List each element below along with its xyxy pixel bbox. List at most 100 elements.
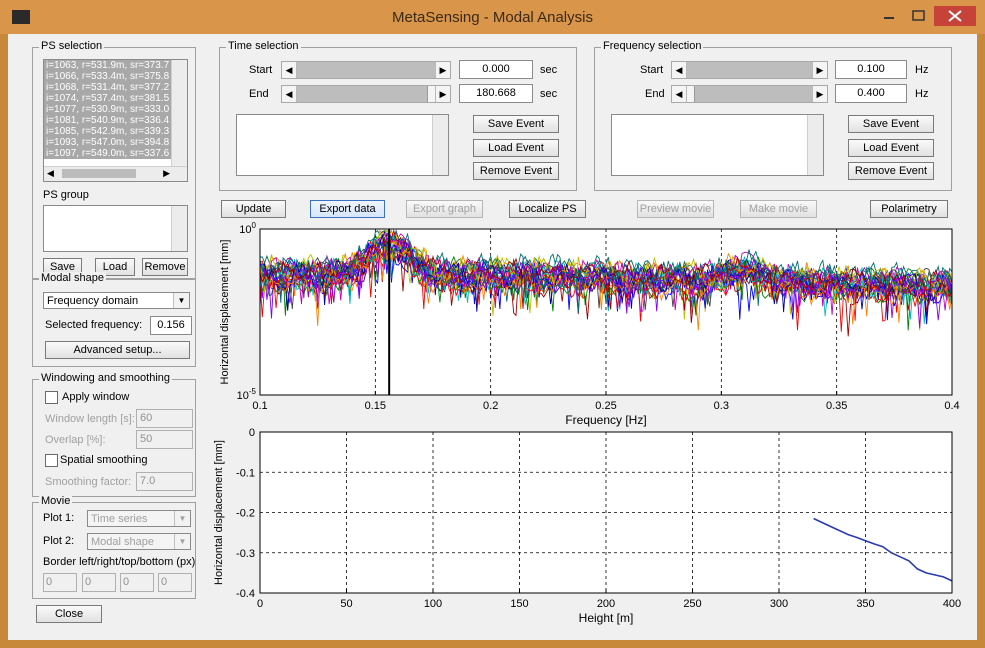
freq-end-field[interactable]: 0.400 xyxy=(835,84,907,103)
ps-group-listbox[interactable] xyxy=(43,205,188,252)
arrow-left-icon: ◀ xyxy=(282,86,297,102)
ps-list-item[interactable]: i=1063, r=531.9m, sr=373.7 xyxy=(44,60,172,71)
ps-list-item[interactable]: i=1066, r=533.4m, sr=375.8 xyxy=(44,71,172,82)
frequency-selection-title: Frequency selection xyxy=(601,40,704,52)
time-start-label: Start xyxy=(249,64,273,76)
modal-shape-title: Modal shape xyxy=(39,272,106,284)
freq-end-slider[interactable]: ◀ ▶ xyxy=(671,85,828,103)
freq-events-listbox[interactable] xyxy=(611,114,824,176)
modal-domain-select[interactable]: Frequency domain ▼ xyxy=(43,292,190,309)
arrow-right-icon: ▶ xyxy=(812,86,827,102)
shape-axes-frame xyxy=(259,431,953,594)
modal-shape-line xyxy=(813,517,953,582)
shape-xtick-label: 400 xyxy=(943,598,961,610)
arrow-right-icon: ▶ xyxy=(435,62,450,78)
export-data-button[interactable]: Export data xyxy=(310,200,385,218)
ps-list-vscroll[interactable] xyxy=(171,60,187,166)
shape-ytick-label: -0.1 xyxy=(236,467,255,479)
polarimetry-button[interactable]: Polarimetry xyxy=(870,200,948,218)
time-end-slider[interactable]: ◀ ▶ xyxy=(281,85,451,103)
export-graph-button[interactable]: Export graph xyxy=(406,200,483,218)
ps-save-button[interactable]: Save xyxy=(43,258,82,276)
selected-frequency-field[interactable]: 0.156 xyxy=(150,316,192,335)
time-start-slider[interactable]: ◀ ▶ xyxy=(281,61,451,79)
shape-ytick-label: 0 xyxy=(249,427,255,439)
scroll-left-icon[interactable]: ◀ xyxy=(47,168,54,178)
time-end-label: End xyxy=(249,88,269,100)
chevron-down-icon: ▼ xyxy=(173,293,189,308)
plot2-select[interactable]: Modal shape ▼ xyxy=(87,533,191,550)
time-load-event-button[interactable]: Load Event xyxy=(473,139,559,157)
shape-ylabel: Horizontal displacement [mm] xyxy=(213,440,225,585)
arrow-left-icon: ◀ xyxy=(672,86,687,102)
freq-start-unit: Hz xyxy=(915,64,929,76)
ps-list-item[interactable]: i=1068, r=531.4m, sr=377.2 xyxy=(44,82,172,93)
spectrum-series-line xyxy=(259,237,953,328)
spatial-smoothing-checkbox[interactable] xyxy=(45,454,58,467)
ps-list-item[interactable]: i=1085, r=542.9m, sr=339.3 xyxy=(44,126,172,137)
ps-list-item[interactable]: i=1081, r=540.9m, sr=336.4 xyxy=(44,115,172,126)
spectrum-xtick-label: 0.25 xyxy=(595,400,616,412)
ps-list-hscroll[interactable]: ◀ ▶ xyxy=(44,166,187,181)
ps-selection-panel: PS selection i=1063, r=531.9m, sr=373.7 i… xyxy=(32,40,196,279)
window-length-field[interactable]: 60 xyxy=(136,409,193,428)
ps-list-item[interactable]: i=1074, r=537.4m, sr=381.5 xyxy=(44,93,172,104)
plot1-select[interactable]: Time series ▼ xyxy=(87,510,191,527)
shape-ytick-label: -0.4 xyxy=(236,588,255,600)
spectrum-xtick-label: 0.4 xyxy=(944,400,959,412)
ps-list-item[interactable]: i=1097, r=549.0m, sr=337.6 xyxy=(44,148,172,159)
border-left-field[interactable]: 0 xyxy=(43,573,77,592)
preview-movie-button[interactable]: Preview movie xyxy=(637,200,714,218)
time-events-listbox[interactable] xyxy=(236,114,449,176)
freq-end-label: End xyxy=(645,88,665,100)
freq-start-field[interactable]: 0.100 xyxy=(835,60,907,79)
movie-panel: Movie Plot 1: Time series ▼ Plot 2: Modal… xyxy=(32,495,196,599)
window-controls xyxy=(876,6,976,26)
localize-ps-button[interactable]: Localize PS xyxy=(509,200,586,218)
spectrum-xlabel: Frequency [Hz] xyxy=(565,413,646,427)
freq-start-slider[interactable]: ◀ ▶ xyxy=(671,61,828,79)
freq-save-event-button[interactable]: Save Event xyxy=(848,115,934,133)
frequency-selection-panel: Frequency selection Start ◀ ▶ 0.100 Hz En… xyxy=(594,40,952,191)
time-selection-title: Time selection xyxy=(226,40,301,52)
arrow-right-icon: ▶ xyxy=(812,62,827,78)
border-top-field[interactable]: 0 xyxy=(120,573,154,592)
update-button[interactable]: Update xyxy=(221,200,286,218)
spectrum-series-line xyxy=(259,229,953,317)
freq-end-unit: Hz xyxy=(915,88,929,100)
freq-remove-event-button[interactable]: Remove Event xyxy=(848,162,934,180)
ps-group-label: PS group xyxy=(43,189,89,201)
time-remove-event-button[interactable]: Remove Event xyxy=(473,162,559,180)
chevron-down-icon: ▼ xyxy=(174,511,190,526)
ps-list-item[interactable]: i=1077, r=530.9m, sr=333.0 xyxy=(44,104,172,115)
plots-canvas: 0.1 0.15 0.2 0.25 0.3 0.35 0.4 100 10-5 Frequency… xyxy=(213,221,961,625)
make-movie-button[interactable]: Make movie xyxy=(740,200,817,218)
windowing-panel: Windowing and smoothing Apply window Win… xyxy=(32,372,196,497)
shape-xtick-label: 50 xyxy=(340,598,352,610)
ps-list-item[interactable]: i=1093, r=547.0m, sr=394.8 xyxy=(44,137,172,148)
chevron-down-icon: ▼ xyxy=(174,534,190,549)
time-selection-panel: Time selection Start ◀ ▶ 0.000 sec End ◀ ▶… xyxy=(219,40,577,191)
smoothing-factor-field[interactable]: 7.0 xyxy=(136,472,193,491)
apply-window-checkbox[interactable] xyxy=(45,391,58,404)
modal-shape-panel: Modal shape Frequency domain ▼ Selected f… xyxy=(32,272,196,367)
spectrum-ytick-label: 100 xyxy=(239,221,256,236)
time-start-field[interactable]: 0.000 xyxy=(459,60,533,79)
shape-xtick-label: 150 xyxy=(510,598,528,610)
freq-load-event-button[interactable]: Load Event xyxy=(848,139,934,157)
advanced-setup-button[interactable]: Advanced setup... xyxy=(45,341,190,359)
spectrum-xtick-label: 0.1 xyxy=(252,400,267,412)
time-save-event-button[interactable]: Save Event xyxy=(473,115,559,133)
ps-listbox[interactable]: i=1063, r=531.9m, sr=373.7 i=1066, r=533.… xyxy=(43,59,188,182)
border-bottom-field[interactable]: 0 xyxy=(158,573,192,592)
border-label: Border left/right/top/bottom (px) xyxy=(43,556,196,568)
scroll-right-icon[interactable]: ▶ xyxy=(163,168,170,178)
spatial-smoothing-label: Spatial smoothing xyxy=(60,454,148,466)
close-button[interactable]: Close xyxy=(36,605,102,623)
shape-xtick-label: 100 xyxy=(424,598,442,610)
overlap-field[interactable]: 50 xyxy=(136,430,193,449)
ps-remove-button[interactable]: Remove xyxy=(142,258,188,276)
border-right-field[interactable]: 0 xyxy=(82,573,116,592)
ps-load-button[interactable]: Load xyxy=(95,258,135,276)
time-end-field[interactable]: 180.668 xyxy=(459,84,533,103)
